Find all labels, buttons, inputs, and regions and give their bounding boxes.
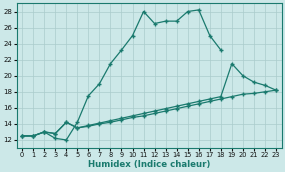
X-axis label: Humidex (Indice chaleur): Humidex (Indice chaleur) (88, 159, 210, 169)
